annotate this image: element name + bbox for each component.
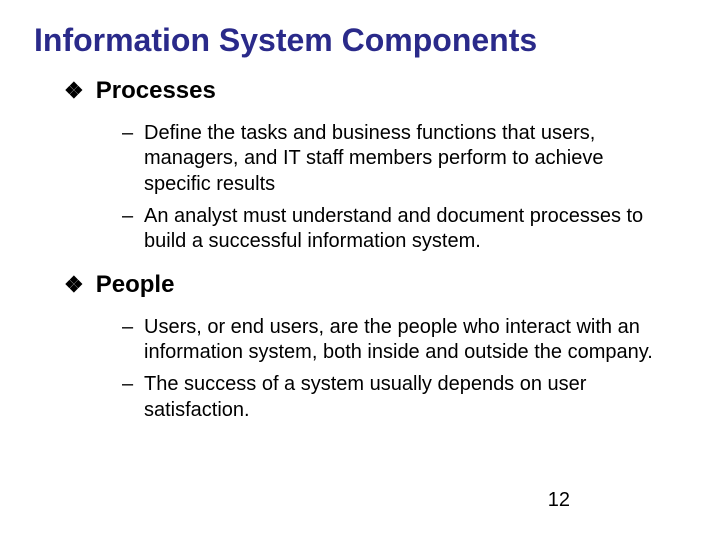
list-item: Users, or end users, are the people who … bbox=[122, 315, 664, 366]
section-heading-text: Processes bbox=[96, 77, 216, 105]
slide-title: Information System Components bbox=[34, 22, 686, 59]
diamond-bullet-icon: ❖ bbox=[64, 271, 84, 299]
sub-list: Users, or end users, are the people who … bbox=[122, 315, 686, 423]
section-heading: ❖ People bbox=[64, 271, 686, 299]
list-item: An analyst must understand and document … bbox=[122, 204, 664, 255]
section-heading: ❖ Processes bbox=[64, 77, 686, 105]
list-item: The success of a system usually depends … bbox=[122, 372, 664, 423]
slide: Information System Components ❖ Processe… bbox=[0, 0, 720, 540]
section-processes: ❖ Processes Define the tasks and busines… bbox=[64, 77, 686, 255]
section-people: ❖ People Users, or end users, are the pe… bbox=[64, 271, 686, 423]
list-item: Define the tasks and business functions … bbox=[122, 121, 664, 198]
sub-list: Define the tasks and business functions … bbox=[122, 121, 686, 255]
page-number: 12 bbox=[548, 489, 570, 512]
section-heading-text: People bbox=[96, 271, 175, 299]
diamond-bullet-icon: ❖ bbox=[64, 77, 84, 105]
